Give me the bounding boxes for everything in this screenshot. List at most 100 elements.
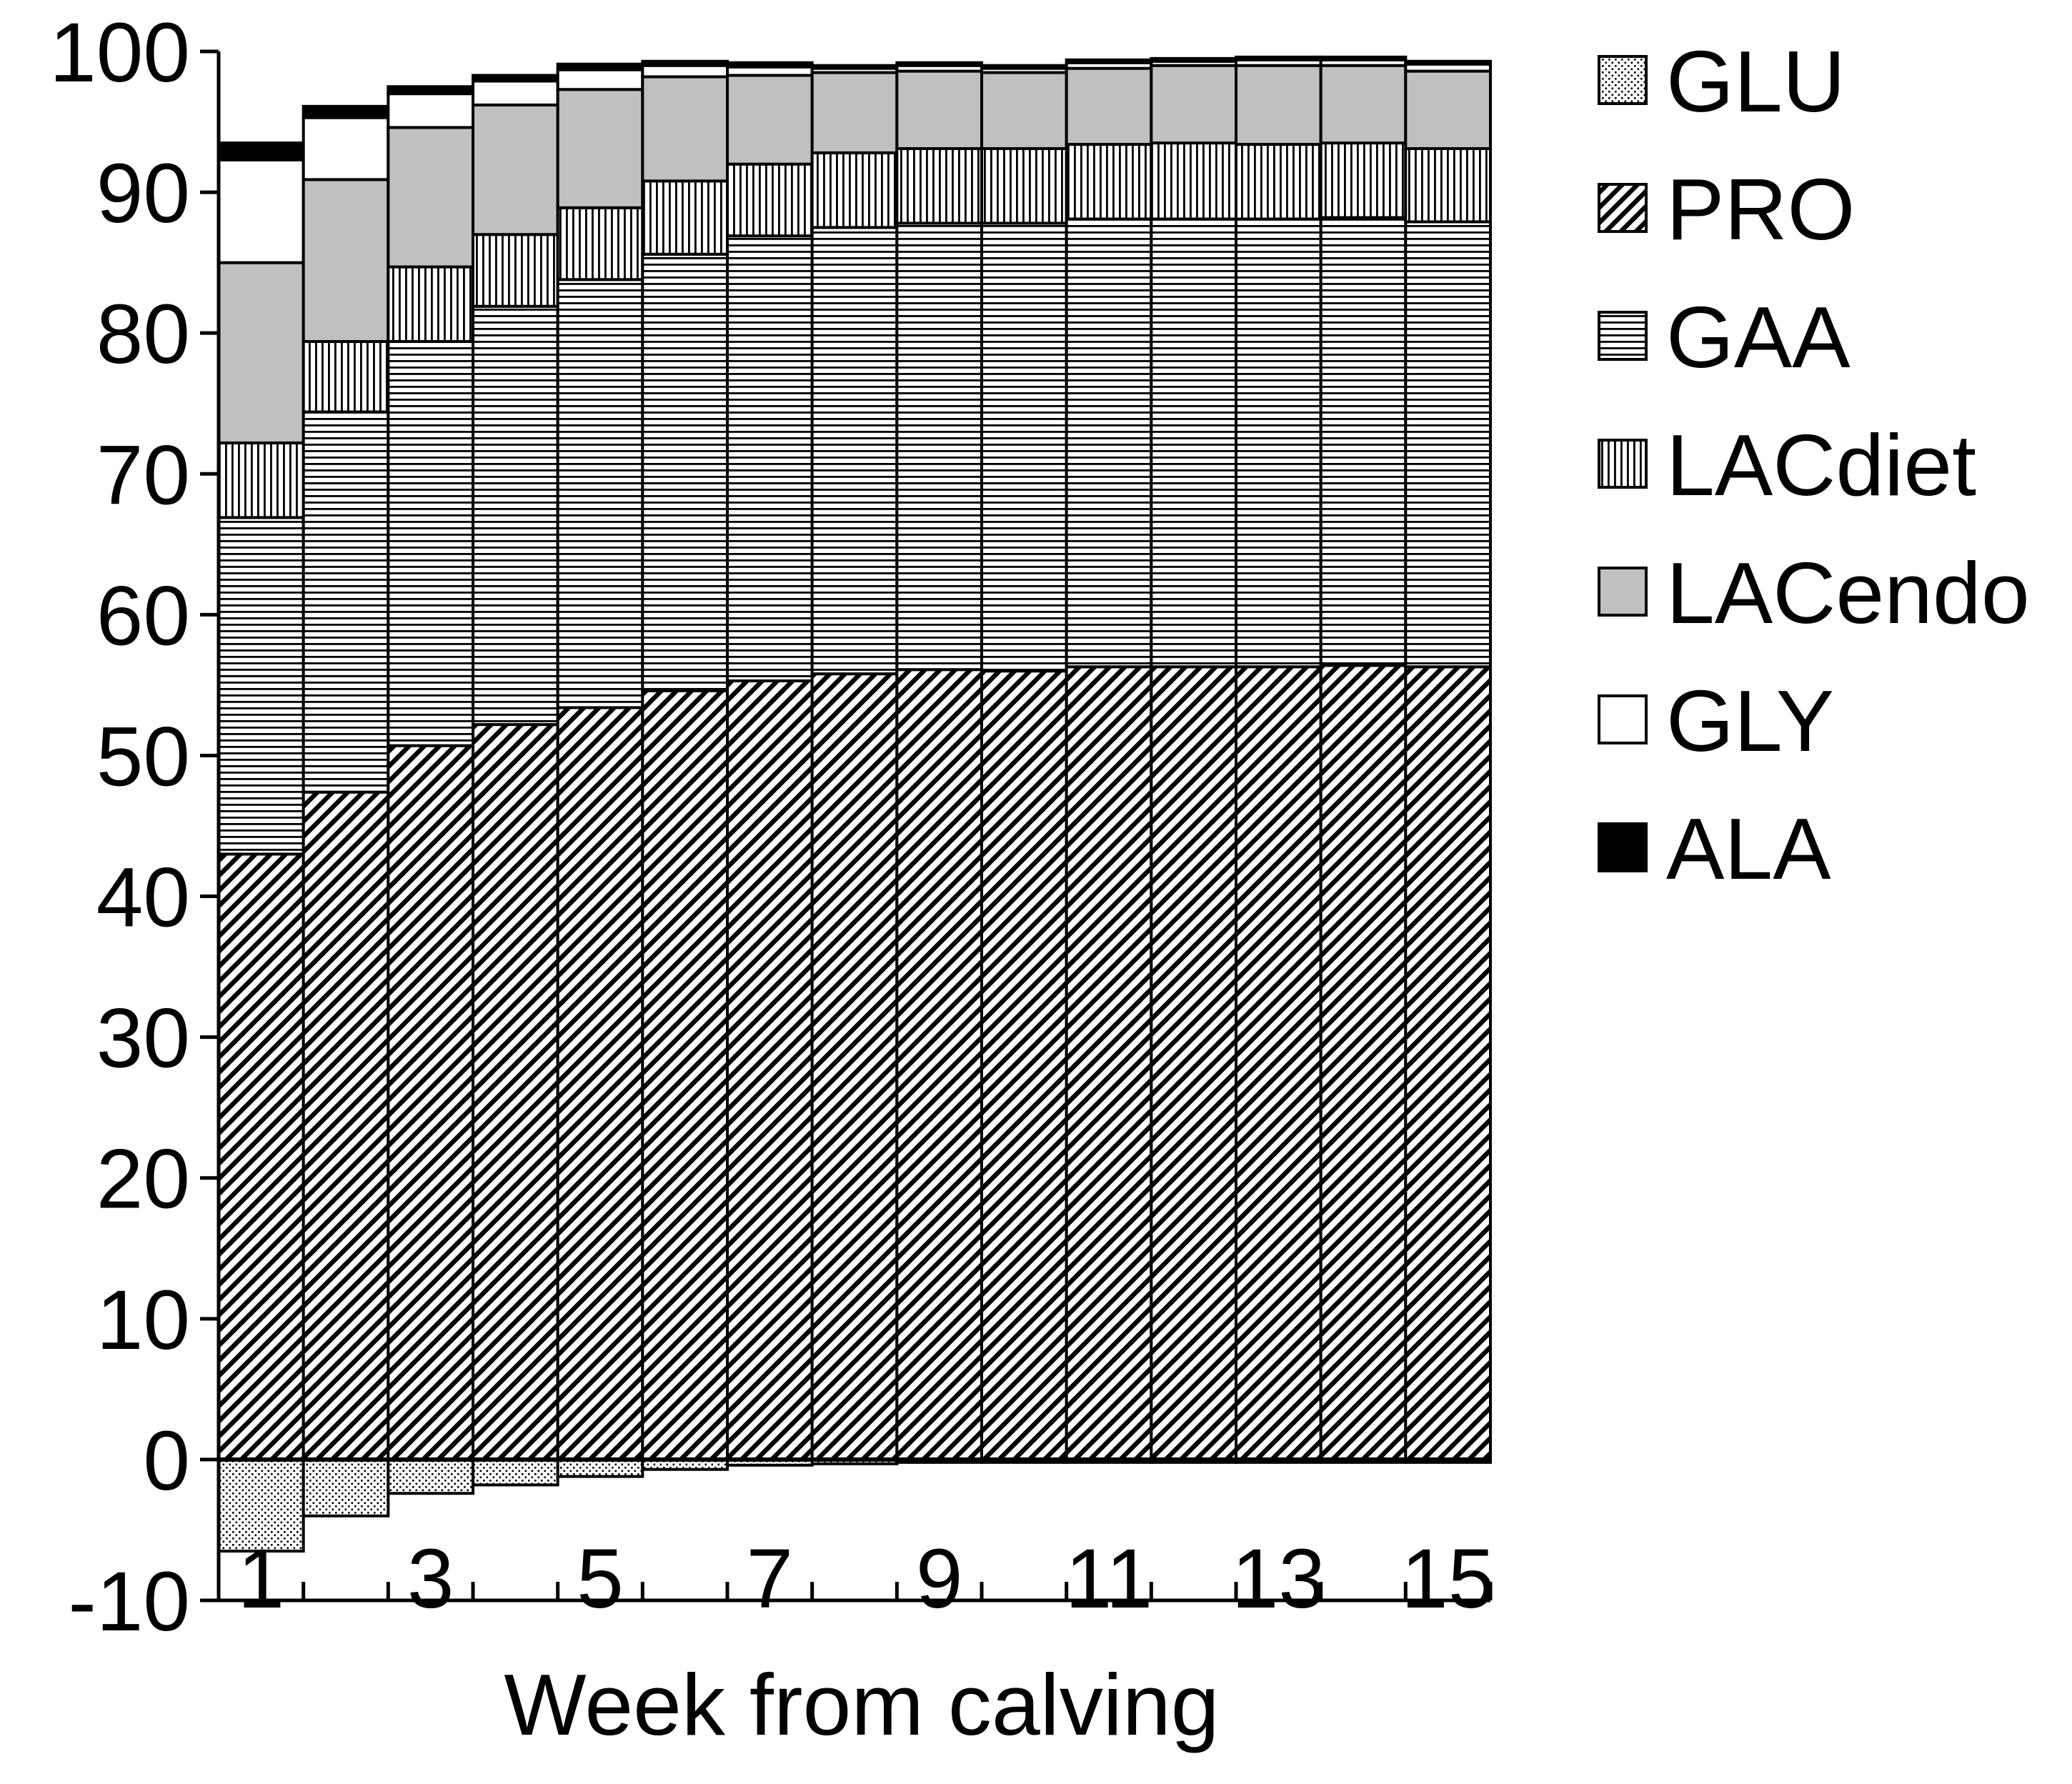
x-tick-label: 5 bbox=[577, 1532, 624, 1626]
bar-segment-lacdiet-week-2 bbox=[302, 340, 390, 414]
legend-label-glu: GLU bbox=[1666, 33, 1846, 130]
bar-segment-lacdiet-week-15 bbox=[1404, 146, 1493, 224]
x-tick-label: 7 bbox=[747, 1532, 794, 1626]
bar-segment-ala-week-1 bbox=[217, 141, 305, 161]
bar-segment-pro-week-1 bbox=[217, 852, 305, 1461]
bar-segment-gaa-week-3 bbox=[387, 340, 474, 747]
bar-segment-ala-week-8 bbox=[810, 64, 899, 70]
bar-segment-pro-week-9 bbox=[895, 668, 984, 1461]
bar-segment-lacdiet-week-11 bbox=[1065, 143, 1153, 221]
bar-segment-pro-week-5 bbox=[556, 706, 644, 1461]
bar-segment-pro-week-7 bbox=[726, 679, 814, 1461]
bar-segment-pro-week-6 bbox=[641, 689, 729, 1461]
bar-segment-pro-week-13 bbox=[1235, 665, 1323, 1461]
bar-segment-lacendo-week-13 bbox=[1235, 64, 1323, 146]
bar-segment-gly-week-5 bbox=[556, 68, 644, 91]
bar-segment-gaa-week-7 bbox=[726, 234, 814, 682]
bar-segment-ala-week-13 bbox=[1235, 55, 1323, 61]
bar-segment-gaa-week-6 bbox=[641, 252, 729, 692]
bar-segment-lacdiet-week-8 bbox=[810, 151, 899, 229]
bar-segment-lacendo-week-15 bbox=[1404, 69, 1493, 150]
bar-segment-gaa-week-14 bbox=[1319, 216, 1408, 667]
y-tick-label: 40 bbox=[96, 851, 190, 945]
bar-segment-lacendo-week-14 bbox=[1319, 64, 1408, 145]
bar-segment-ala-week-2 bbox=[302, 104, 390, 119]
bar-segment-lacendo-week-8 bbox=[810, 71, 899, 154]
bar-segment-pro-week-4 bbox=[472, 723, 559, 1461]
bar-segment-gaa-week-10 bbox=[980, 221, 1068, 673]
y-tick-label: 30 bbox=[96, 992, 190, 1086]
bar-segment-glu-week-3 bbox=[387, 1457, 474, 1495]
bar-segment-ala-week-12 bbox=[1150, 56, 1238, 63]
legend-swatch-ala bbox=[1598, 822, 1648, 872]
x-tick-label: 3 bbox=[407, 1532, 454, 1626]
bar-segment-lacdiet-week-4 bbox=[472, 233, 559, 308]
bar-segment-glu-week-2 bbox=[302, 1457, 390, 1518]
bar-segment-pro-week-2 bbox=[302, 790, 390, 1461]
x-tick-label: 13 bbox=[1232, 1532, 1325, 1626]
bar-segment-gaa-week-15 bbox=[1404, 220, 1493, 669]
y-tick-label: 70 bbox=[96, 428, 190, 522]
bar-segment-lacendo-week-6 bbox=[641, 75, 729, 183]
bar-segment-gaa-week-8 bbox=[810, 226, 899, 676]
bar-segment-gaa-week-2 bbox=[302, 410, 390, 794]
legend: GLU PRO GAA LACdiet LACendo GLY ALA bbox=[1598, 33, 2030, 897]
bar-segment-lacendo-week-1 bbox=[217, 261, 305, 444]
bar-segment-gaa-week-12 bbox=[1150, 217, 1238, 669]
legend-label-gly: GLY bbox=[1666, 672, 1834, 769]
legend-swatch-glu bbox=[1598, 55, 1648, 105]
bar-segment-ala-week-4 bbox=[472, 74, 559, 83]
bar-segment-ala-week-11 bbox=[1065, 58, 1153, 64]
bar-segment-pro-week-14 bbox=[1319, 664, 1408, 1461]
y-tick-label: -10 bbox=[68, 1555, 190, 1649]
y-tick-label: 60 bbox=[96, 569, 190, 663]
bar-segment-lacdiet-week-1 bbox=[217, 441, 305, 519]
y-tick-label: 80 bbox=[96, 287, 190, 382]
bar-segment-lacdiet-week-13 bbox=[1235, 143, 1323, 221]
bar-segment-pro-week-8 bbox=[810, 672, 899, 1461]
bar-segment-lacendo-week-7 bbox=[726, 74, 814, 166]
y-tick-label: 90 bbox=[96, 146, 190, 241]
bar-segment-gaa-week-4 bbox=[472, 304, 559, 727]
bar-segment-ala-week-9 bbox=[895, 61, 984, 67]
legend-swatch-lacdiet bbox=[1598, 439, 1648, 489]
bar-segment-lacdiet-week-10 bbox=[980, 146, 1068, 225]
bar-segment-ala-week-15 bbox=[1404, 59, 1493, 66]
bar-segment-ala-week-6 bbox=[641, 59, 729, 67]
bar-segment-lacdiet-week-3 bbox=[387, 265, 474, 344]
bar-segment-ala-week-5 bbox=[556, 62, 644, 71]
legend-label-lacendo: LACendo bbox=[1666, 544, 2030, 642]
bar-segment-ala-week-3 bbox=[387, 85, 474, 96]
bar-segment-lacendo-week-9 bbox=[895, 69, 984, 150]
x-tick-label: 1 bbox=[238, 1532, 285, 1626]
bar-segment-pro-week-10 bbox=[980, 669, 1068, 1461]
bar-segment-lacdiet-week-6 bbox=[641, 179, 729, 256]
bar-segment-gaa-week-9 bbox=[895, 221, 984, 672]
bar-segment-gaa-week-1 bbox=[217, 516, 305, 856]
legend-swatch-gly bbox=[1598, 694, 1648, 744]
bar-segment-pro-week-11 bbox=[1065, 665, 1153, 1461]
bar-segment-glu-week-5 bbox=[556, 1457, 644, 1478]
y-tick-label: 100 bbox=[49, 6, 190, 100]
y-tick-label: 10 bbox=[96, 1273, 190, 1367]
legend-label-pro: PRO bbox=[1666, 161, 1855, 258]
bar-segment-ala-week-10 bbox=[980, 64, 1068, 70]
bar-segment-pro-week-12 bbox=[1150, 665, 1238, 1461]
bar-segment-gaa-week-5 bbox=[556, 278, 644, 709]
bar-segment-lacdiet-week-12 bbox=[1150, 141, 1238, 221]
bar-segment-lacdiet-week-5 bbox=[556, 206, 644, 281]
bar-segment-lacdiet-week-9 bbox=[895, 146, 984, 225]
bar-segment-lacdiet-week-7 bbox=[726, 162, 814, 238]
bar-segment-lacendo-week-10 bbox=[980, 71, 1068, 150]
legend-swatch-gaa bbox=[1598, 311, 1648, 361]
legend-swatch-pro bbox=[1598, 183, 1648, 233]
y-tick-label: 0 bbox=[143, 1414, 190, 1508]
x-axis-title: Week from calving bbox=[504, 1656, 1219, 1753]
bar-segment-ala-week-7 bbox=[726, 61, 814, 69]
bar-segment-gaa-week-13 bbox=[1235, 217, 1323, 669]
bar-segment-glu-week-4 bbox=[472, 1457, 559, 1487]
bar-segment-pro-week-3 bbox=[387, 744, 474, 1461]
